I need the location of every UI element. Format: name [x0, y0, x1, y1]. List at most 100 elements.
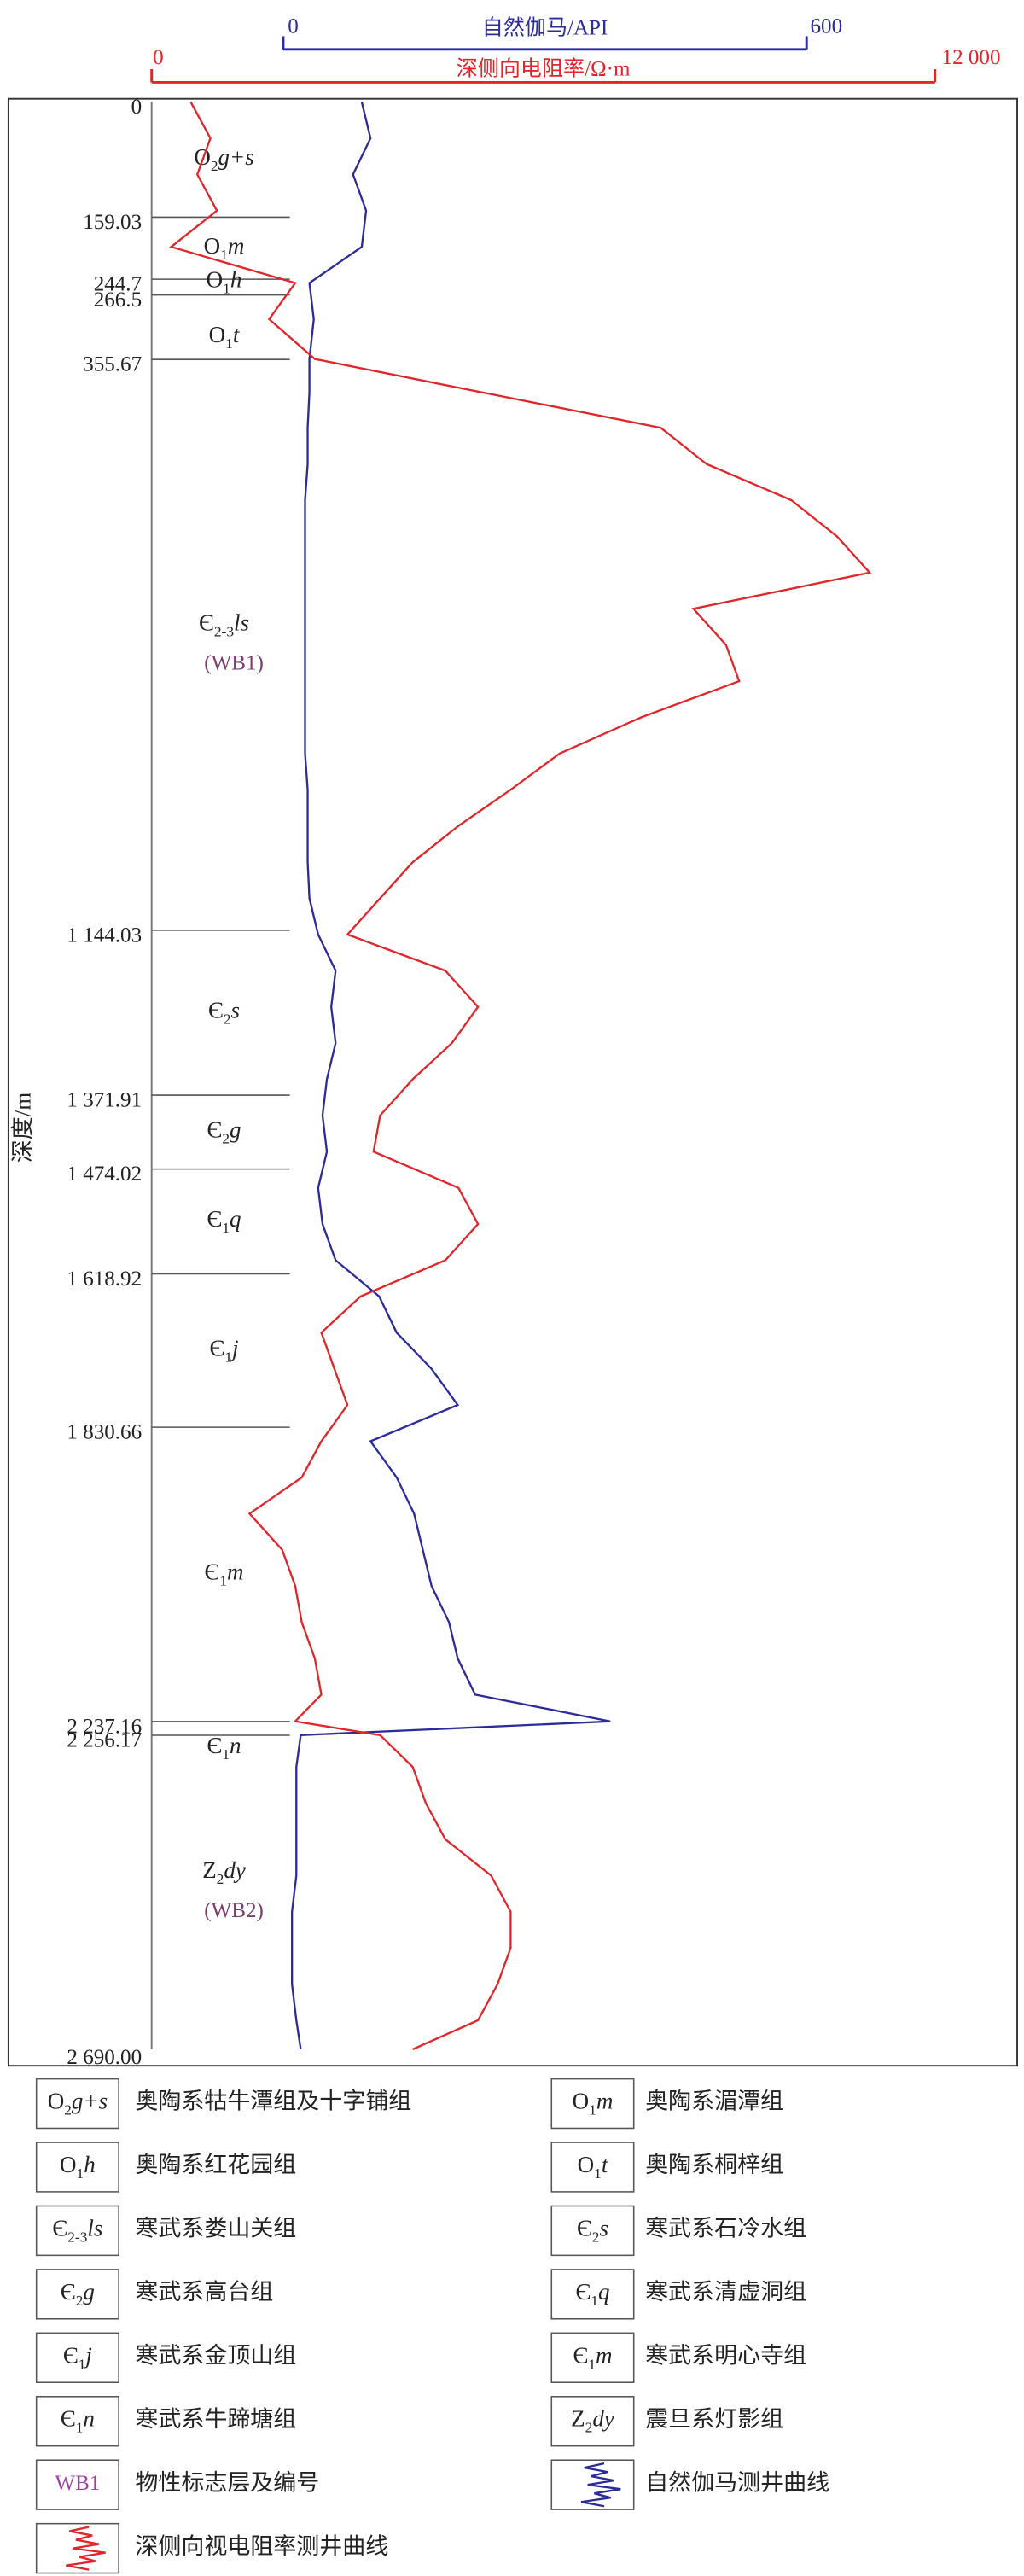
- formation-era: O: [578, 2152, 594, 2177]
- y-axis-label: 深度/m: [9, 1093, 35, 1163]
- formation-era: O: [209, 322, 226, 347]
- legend-box: [550, 2332, 635, 2383]
- formation-symbol: Є1j: [63, 2342, 92, 2372]
- resistivity-tick-label: 12 000: [942, 46, 1001, 69]
- formation-name: j: [83, 2342, 92, 2368]
- formation-era: O: [48, 2089, 64, 2114]
- formation-era: O: [60, 2152, 77, 2177]
- formation-era: O: [194, 144, 211, 170]
- legend-text: 寒武系高台组: [135, 2279, 273, 2305]
- formation-symbol: O1h: [60, 2152, 96, 2182]
- formation-sub: 1: [224, 1349, 232, 1366]
- formation-name: g+s: [218, 144, 254, 170]
- legend-marker-symbol: WB1: [55, 2472, 100, 2495]
- formation-era: O: [573, 2089, 589, 2114]
- formation-sub: 2: [592, 2229, 600, 2246]
- formation-symbol: Є2s: [208, 998, 240, 1028]
- formation-symbol: Z2dy: [202, 1857, 246, 1887]
- legend-box: [35, 2205, 119, 2257]
- depth-tick-label: 1 618.92: [67, 1268, 142, 1291]
- formation-symbol: O1m: [573, 2089, 614, 2118]
- formation-sub: 2: [585, 2420, 593, 2436]
- legend-box: [550, 2269, 635, 2320]
- legend-text: 自然伽马测井曲线: [645, 2469, 829, 2495]
- legend-box: [550, 2078, 635, 2130]
- formation-sub: 2: [224, 1011, 231, 1028]
- formation-era: Є: [205, 1559, 220, 1585]
- formation-sub: 1: [79, 2357, 86, 2373]
- legend-box: [550, 2459, 635, 2510]
- formation-name: t: [233, 322, 241, 347]
- formation-symbol: Є2g: [207, 1117, 241, 1147]
- formation-name: q: [598, 2279, 610, 2305]
- formation-era: Є: [210, 1336, 225, 1361]
- formation-symbol: O1m: [204, 233, 245, 263]
- formation-sub: 1: [588, 2357, 596, 2373]
- formation-symbol: Є2g: [61, 2279, 95, 2309]
- formation-era: Є: [61, 2406, 76, 2432]
- formation-sub: 2: [211, 158, 218, 174]
- formation-era: Z: [202, 1857, 216, 1883]
- marker-label: (WB1): [204, 651, 264, 674]
- depth-tick-label: 0: [131, 96, 143, 119]
- formation-symbol: Є1m: [573, 2342, 612, 2372]
- formation-sub: 1: [223, 281, 230, 297]
- formation-name: g: [230, 1117, 241, 1143]
- resistivity-tick-label: 0: [153, 46, 164, 69]
- formation-symbol: Є2-3ls: [52, 2216, 102, 2246]
- log-curve: [169, 102, 872, 2050]
- formation-sub: 2: [217, 1871, 224, 1887]
- formation-name: q: [230, 1206, 241, 1232]
- formation-era: Z: [571, 2406, 585, 2432]
- formation-name: g: [83, 2279, 95, 2305]
- formation-name: s: [599, 2216, 608, 2241]
- formation-name: ls: [87, 2216, 102, 2241]
- formation-name: s: [231, 998, 241, 1023]
- plot-frame: [7, 97, 1018, 2067]
- legend-text: 奥陶系红花园组: [135, 2152, 296, 2177]
- formation-symbol: Z2dy: [571, 2406, 614, 2436]
- marker-label: (WB2): [204, 1899, 264, 1922]
- formation-sub: 1: [77, 2165, 84, 2182]
- legend-box: [35, 2396, 119, 2447]
- gamma-tick-label: 0: [288, 15, 299, 38]
- formation-name: h: [230, 267, 242, 293]
- formation-symbol: Є2-3ls: [199, 610, 249, 640]
- depth-tick-label: 266.5: [94, 288, 142, 312]
- legend-text: 深侧向视电阻率测井曲线: [135, 2533, 388, 2559]
- legend-text: 寒武系石冷水组: [645, 2216, 806, 2241]
- legend-text: 寒武系明心寺组: [645, 2342, 806, 2368]
- legend-text: 物性标志层及编号: [135, 2469, 319, 2495]
- resistivity-axis-label: 深侧向电阻率/Ω·m: [457, 57, 631, 81]
- formation-sub: 1: [594, 2165, 602, 2182]
- formation-sub: 1: [222, 1747, 230, 1763]
- legend-box: [35, 2078, 119, 2130]
- formation-name: dy: [224, 1857, 245, 1883]
- formation-sub: 1: [222, 1221, 230, 1237]
- depth-tick-label: 244.7: [94, 273, 142, 296]
- legend-box: [35, 2522, 119, 2574]
- legend-box: [35, 2142, 119, 2193]
- formation-name: m: [227, 1559, 244, 1585]
- depth-tick-label: 2 256.17: [67, 1728, 142, 1751]
- formation-era: Є: [207, 1206, 223, 1232]
- depth-tick-label: 1 371.91: [67, 1089, 142, 1112]
- formation-sub: 2: [76, 2293, 84, 2309]
- formation-sub: 2: [222, 1131, 230, 1147]
- legend-box: [35, 2332, 119, 2383]
- legend-text: 寒武系清虚洞组: [645, 2279, 806, 2305]
- formation-era: Є: [573, 2342, 588, 2368]
- formation-era: Є: [207, 1733, 223, 1758]
- formation-symbol: Є1j: [210, 1336, 239, 1366]
- formation-name: m: [596, 2342, 613, 2368]
- formation-era: Є: [61, 2279, 76, 2305]
- depth-tick-label: 355.67: [83, 353, 142, 376]
- formation-era: Є: [577, 2216, 592, 2241]
- formation-symbol: Є1m: [205, 1559, 244, 1589]
- legend-text: 奥陶系桐梓组: [645, 2152, 783, 2177]
- legend-box: [550, 2142, 635, 2193]
- formation-era: Є: [207, 1117, 223, 1143]
- formation-era: Є: [575, 2279, 591, 2305]
